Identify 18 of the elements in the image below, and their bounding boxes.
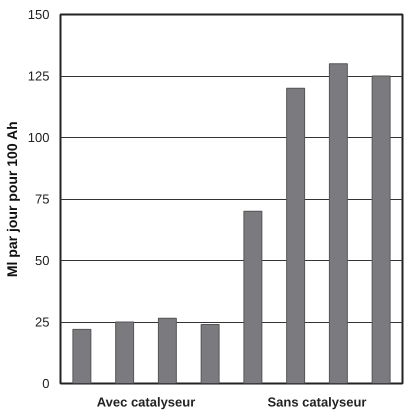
y-axis-title: Ml par jour pour 100 Ah: [4, 121, 20, 278]
bar: [115, 322, 134, 384]
bar: [200, 324, 220, 384]
y-tick-label: 50: [35, 253, 50, 268]
y-tick-label: 0: [42, 376, 50, 391]
bar: [158, 318, 177, 384]
y-tick-label: 150: [28, 7, 50, 22]
bar: [286, 88, 306, 384]
bar: [243, 210, 262, 384]
y-tick-label: 100: [28, 130, 50, 145]
x-tick-label: Sans catalyseur: [268, 394, 367, 410]
y-tick-label: 25: [35, 314, 50, 330]
bar: [328, 63, 348, 384]
y-tick-label: 125: [28, 68, 50, 84]
bar: [72, 328, 92, 384]
bar: [372, 76, 391, 384]
x-tick-label: Avec catalyseur: [96, 394, 196, 410]
y-tick-label: 75: [35, 192, 50, 206]
